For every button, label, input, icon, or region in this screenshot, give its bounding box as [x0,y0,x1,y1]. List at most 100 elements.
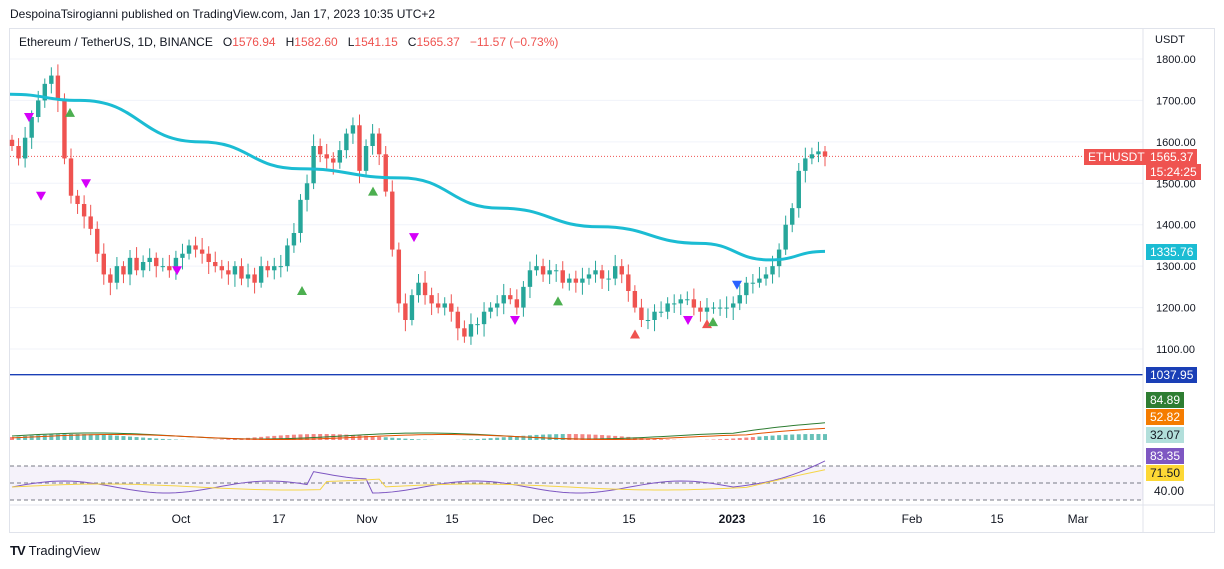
macd-histogram-bar [468,439,473,440]
macd-histogram-bar [357,435,362,440]
rsi-band [10,466,1143,500]
macd-histogram-bar [482,438,487,440]
macd-histogram-bar [49,434,54,440]
rsi-line [11,460,826,494]
grid-lines [10,58,1143,350]
buy-signal-icon [65,107,75,117]
candle-body [370,133,375,146]
candle-body [796,170,801,209]
candle-body [429,295,434,304]
candle-body [95,228,100,254]
candle-body [612,266,618,279]
candle-body [317,146,323,155]
chart-frame [9,28,1215,533]
signal-line [11,427,826,441]
candle-body [442,303,447,308]
macd-histogram-bar [82,434,87,440]
macd-histogram-bar [42,434,47,440]
macd-histogram-bar [718,439,723,440]
candle-body [770,266,775,275]
y-tick-label: 1300.00 [1156,261,1196,273]
macd-histogram-bar [232,438,237,440]
candle-body [252,274,257,283]
candle-body [114,266,120,283]
macd-pane [10,422,827,441]
footer-brand[interactable]: TV TradingView [10,543,100,558]
macd-histogram-bar [606,435,611,440]
candle-body [147,257,152,262]
macd-histogram-bar [128,436,133,440]
candle-body [455,311,461,329]
symbol-name[interactable]: Ethereum / TetherUS, 1D, BINANCE [19,35,213,49]
macd-histogram-bar [659,439,664,440]
sell-signal-icon [172,266,182,276]
macd-histogram-bar [147,438,152,440]
candle-body [599,270,605,279]
candle-body [193,245,198,250]
x-tick-label: 2023 [719,512,746,526]
x-tick-label: Feb [902,512,923,526]
macd-value-tag: 84.89 [1146,392,1185,408]
candle-body [593,270,598,275]
candle-body [731,303,736,308]
sell-signal-icon [81,179,91,189]
candle-body [750,282,756,284]
macd-histogram-bar [731,438,736,440]
macd-histogram-bar [291,434,296,440]
macd-histogram-bar [560,434,565,440]
candle-body [514,299,520,308]
low-value: 1541.15 [354,35,398,49]
candle-body [704,307,710,312]
candle-body [685,299,690,301]
candle-body [55,75,61,101]
candle-body [553,270,559,272]
macd-histogram-bar [724,438,729,440]
candle-body [331,158,336,163]
rsi-pane [10,460,1143,501]
candle-body [265,266,270,271]
macd-histogram-bar [396,438,401,440]
symbol-legend: Ethereum / TetherUS, 1D, BINANCE O1576.9… [19,35,558,49]
candle-body [199,249,205,254]
macd-histogram-bar [88,434,93,440]
candle-body [383,154,388,192]
candle-body [134,257,139,271]
rsi-ma-line [11,469,826,491]
candle-body [757,278,762,283]
macd-histogram-bar [370,436,375,440]
candle-body [350,125,356,134]
x-tick-label: Dec [532,512,553,526]
price-axis: 1100.00 1200.00 1300.00 1400.00 1500.00 1600.… [10,28,1215,533]
candle-body [390,191,395,250]
rsi-level-label: 40.00 [1154,484,1185,498]
macd-histogram-bar [36,435,41,440]
candle-body [140,262,146,271]
macd-histogram-bar [600,435,605,440]
ma-value-tag: 1335.76 [1146,244,1198,260]
macd-histogram-bar [541,434,546,440]
candle-body [422,282,428,296]
x-tick-label: 17 [272,512,286,526]
candle-body [658,311,664,313]
low-label: L [347,35,355,49]
macd-histogram-bar [632,437,637,440]
open-label: O [222,35,233,49]
candle-body [101,253,106,275]
candles [9,64,828,345]
macd-histogram-bar [796,434,801,440]
candle-body [462,328,467,337]
x-tick-label: 15 [82,512,96,526]
high-value: 1582.60 [294,35,338,49]
candle-body [239,266,244,279]
macd-histogram-bar [154,438,159,440]
candle-body [68,158,74,196]
macd-histogram-bar [160,438,165,440]
macd-histogram-bar [580,434,585,440]
macd-histogram-bar [377,436,382,440]
macd-histogram-bar [55,434,60,440]
macd-histogram-bar [652,438,657,440]
hline-value-tag: 1037.95 [1146,367,1198,383]
close-label: C [407,35,417,49]
candle-body [167,266,172,271]
